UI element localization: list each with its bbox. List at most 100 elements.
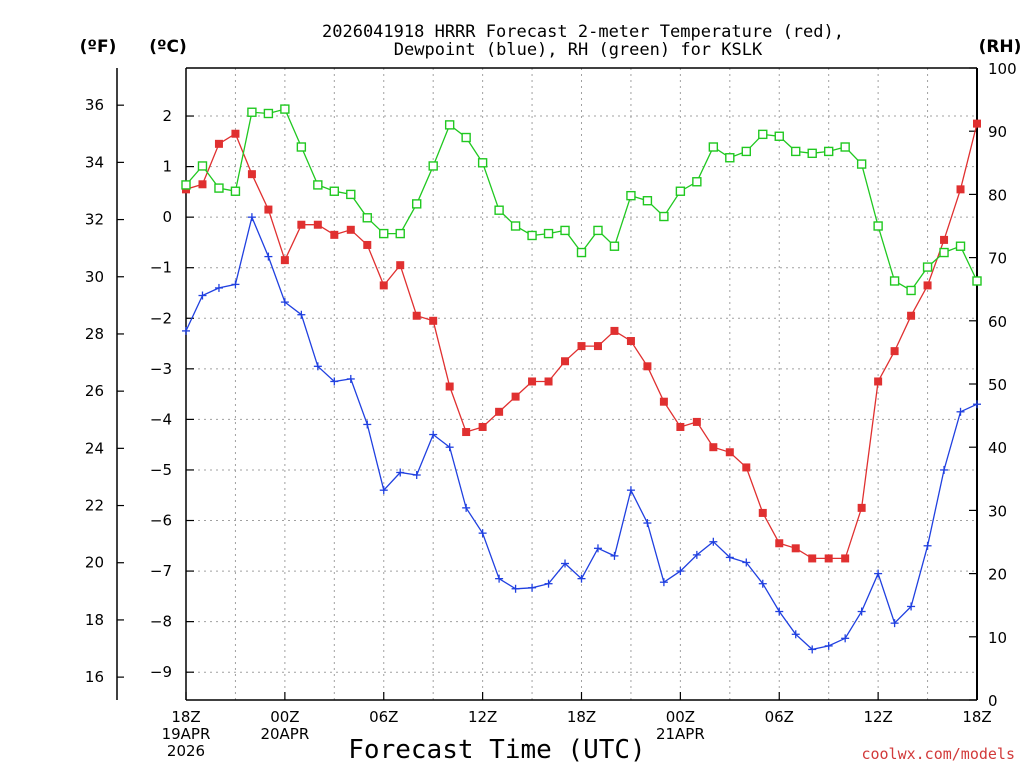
rh-point (247, 107, 257, 117)
dewpoint-point (198, 291, 207, 300)
rh-tick-label: 30 (988, 502, 1007, 520)
rh-point (675, 186, 686, 196)
dewpoint-point (346, 374, 355, 383)
rh-point (758, 129, 768, 140)
dewpoint-point (429, 430, 438, 439)
dewpoint-point (495, 574, 504, 583)
fahrenheit-tick-label: 28 (85, 325, 104, 343)
fahrenheit-tick-label: 26 (85, 382, 104, 400)
axes (116, 67, 978, 701)
x-tick-label: 12Z (468, 708, 497, 726)
temperature-point (676, 422, 685, 431)
credit-text[interactable]: coolwx.com/models (861, 745, 1015, 763)
temperature-point (659, 397, 668, 406)
dewpoint-point (973, 400, 981, 409)
dewpoint-point (396, 468, 405, 477)
rh-point (889, 276, 900, 286)
fahrenheit-tick-label: 18 (85, 611, 104, 629)
rh-point (609, 241, 620, 251)
dewpoint-point (297, 310, 306, 319)
rh-point (642, 196, 653, 206)
temperature-point (346, 225, 355, 234)
rh-point (395, 228, 405, 239)
dewpoint-point (330, 377, 339, 386)
temperature-point (692, 417, 701, 426)
rh-point (955, 241, 966, 251)
temperature-point (264, 205, 273, 214)
dewpoint-point (264, 252, 273, 261)
temperature-point (396, 261, 405, 270)
x-tick-label: 2026 (167, 742, 205, 760)
dewpoint-point (725, 553, 734, 562)
dewpoint-point (676, 567, 685, 576)
dewpoint-point (412, 471, 421, 480)
temperature-point (742, 463, 751, 472)
temperature-point (857, 503, 866, 512)
temperature-point (198, 180, 207, 189)
dewpoint-point (890, 619, 899, 628)
fahrenheit-tick-label: 22 (85, 497, 104, 515)
rh-point (906, 285, 916, 296)
dewpoint-point (593, 544, 602, 553)
temperature-point (973, 119, 981, 128)
temperature-point (923, 281, 932, 290)
celsius-tick-label: −7 (150, 562, 172, 580)
temperature-point (280, 256, 289, 265)
fahrenheit-tick-label: 34 (85, 153, 104, 171)
rh-point (939, 247, 949, 258)
x-tick-label: 06Z (369, 708, 398, 726)
celsius-tick-label: 0 (162, 208, 172, 226)
rh-point (774, 131, 784, 141)
x-tick-label: 18Z (567, 708, 596, 726)
dewpoint-point (462, 503, 471, 512)
temperature-point (297, 220, 306, 229)
celsius-tick-label: −3 (150, 360, 172, 378)
dewpoint-series (182, 213, 981, 654)
dewpoint-point (379, 486, 388, 495)
rh-tick-label: 50 (988, 376, 1007, 394)
fahrenheit-unit-label: (ºF) (80, 37, 117, 57)
rh-tick-label: 60 (988, 313, 1007, 331)
rh-point (230, 186, 241, 196)
dewpoint-point (791, 630, 800, 639)
temperature-point (610, 326, 619, 335)
rh-point (280, 104, 290, 114)
rh-point (181, 180, 191, 190)
rh-point (972, 276, 982, 286)
dewpoint-point (742, 558, 751, 567)
rh-tick-label: 0 (988, 692, 998, 710)
temperature-point (824, 554, 833, 563)
rh-point (296, 142, 307, 152)
temperature-point (874, 377, 883, 386)
dewpoint-point (247, 213, 256, 222)
rh-point (346, 189, 356, 200)
rh-point (593, 225, 603, 236)
temperature-point (495, 407, 504, 416)
rh-point (329, 186, 340, 196)
rh-unit-label: (RH) (979, 37, 1022, 57)
temperature-point (511, 392, 520, 401)
temperature-point (445, 382, 454, 391)
dewpoint-point (907, 602, 916, 611)
celsius-tick-label: 2 (162, 107, 172, 125)
x-axis-title: Forecast Time (UTC) (348, 735, 645, 765)
rh-tick-label: 40 (988, 439, 1007, 457)
temperature-point (412, 311, 421, 320)
x-tick-label: 12Z (863, 708, 892, 726)
rh-tick-label: 10 (988, 629, 1007, 647)
chart-title-line2: Dewpoint (blue), RH (green) for KSLK (394, 40, 763, 60)
dewpoint-point (643, 519, 652, 528)
temperature-series (182, 119, 981, 563)
rh-point (461, 132, 471, 143)
rh-point (543, 228, 554, 239)
rh-series (181, 104, 982, 296)
dewpoint-point (445, 443, 454, 452)
rh-point (214, 183, 224, 193)
dewpoint-point (709, 537, 718, 546)
x-tick-label: 18Z (962, 708, 991, 726)
rh-point (741, 146, 751, 157)
x-tick-label: 00Z (270, 708, 299, 726)
celsius-tick-label: −4 (150, 410, 172, 428)
celsius-tick-label: −5 (150, 461, 172, 479)
